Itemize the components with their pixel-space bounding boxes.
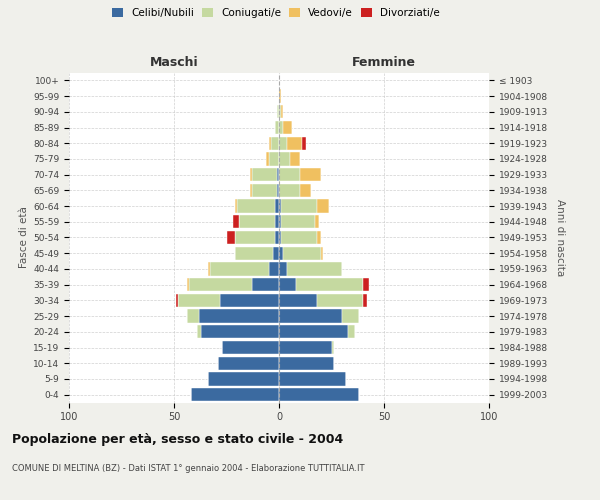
Bar xyxy=(279,90,281,103)
Bar xyxy=(272,246,279,260)
Bar xyxy=(237,200,275,213)
Bar xyxy=(279,294,317,307)
Bar xyxy=(178,294,220,307)
Bar xyxy=(314,215,319,228)
Bar xyxy=(275,215,279,228)
Bar xyxy=(277,168,279,181)
Bar xyxy=(317,200,329,213)
Bar xyxy=(199,310,279,323)
Bar xyxy=(271,136,279,150)
Bar xyxy=(283,121,292,134)
Bar xyxy=(279,325,348,338)
Bar xyxy=(279,200,281,213)
Bar xyxy=(235,200,237,213)
Bar xyxy=(202,325,279,338)
Bar xyxy=(220,294,279,307)
Bar xyxy=(281,200,317,213)
Bar xyxy=(317,294,363,307)
Bar xyxy=(279,310,342,323)
Bar xyxy=(342,310,359,323)
Bar xyxy=(269,136,271,150)
Text: COMUNE DI MELTINA (BZ) - Dati ISTAT 1° gennaio 2004 - Elaborazione TUTTITALIA.IT: COMUNE DI MELTINA (BZ) - Dati ISTAT 1° g… xyxy=(12,464,365,473)
Bar xyxy=(287,136,302,150)
Bar xyxy=(235,231,275,244)
Bar xyxy=(187,278,189,291)
Bar xyxy=(331,341,334,354)
Bar xyxy=(279,105,281,118)
Bar xyxy=(227,231,235,244)
Bar xyxy=(302,136,307,150)
Bar xyxy=(279,341,331,354)
Bar xyxy=(208,372,279,386)
Bar xyxy=(277,184,279,197)
Y-axis label: Anni di nascita: Anni di nascita xyxy=(554,199,565,276)
Bar xyxy=(197,325,202,338)
Bar xyxy=(279,278,296,291)
Bar xyxy=(235,246,272,260)
Bar xyxy=(281,105,283,118)
Bar xyxy=(277,105,279,118)
Bar xyxy=(250,184,252,197)
Bar xyxy=(290,152,300,166)
Bar xyxy=(275,121,279,134)
Bar xyxy=(279,184,300,197)
Bar xyxy=(279,136,287,150)
Bar xyxy=(188,278,252,291)
Bar xyxy=(208,262,210,276)
Text: Maschi: Maschi xyxy=(149,56,199,70)
Bar xyxy=(252,184,277,197)
Bar xyxy=(287,262,342,276)
Bar xyxy=(191,388,279,402)
Bar xyxy=(279,388,359,402)
Bar xyxy=(279,246,283,260)
Text: Femmine: Femmine xyxy=(352,56,416,70)
Bar xyxy=(275,200,279,213)
Bar xyxy=(300,184,311,197)
Bar xyxy=(281,231,317,244)
Bar xyxy=(279,262,287,276)
Legend: Celibi/Nubili, Coniugati/e, Vedovi/e, Divorziati/e: Celibi/Nubili, Coniugati/e, Vedovi/e, Di… xyxy=(109,5,443,21)
Bar xyxy=(266,152,269,166)
Y-axis label: Fasce di età: Fasce di età xyxy=(19,206,29,268)
Bar xyxy=(275,231,279,244)
Bar xyxy=(348,325,355,338)
Text: Popolazione per età, sesso e stato civile - 2004: Popolazione per età, sesso e stato civil… xyxy=(12,432,343,446)
Bar xyxy=(279,168,300,181)
Bar xyxy=(252,168,277,181)
Bar xyxy=(269,262,279,276)
Bar xyxy=(296,278,363,291)
Bar xyxy=(281,215,315,228)
Bar xyxy=(176,294,178,307)
Bar xyxy=(363,278,370,291)
Bar xyxy=(223,341,279,354)
Bar xyxy=(269,152,279,166)
Bar xyxy=(279,215,281,228)
Bar xyxy=(317,231,321,244)
Bar xyxy=(300,168,321,181)
Bar xyxy=(279,231,281,244)
Bar xyxy=(252,278,279,291)
Bar xyxy=(187,310,199,323)
Bar xyxy=(279,152,290,166)
Bar xyxy=(283,246,321,260)
Bar xyxy=(279,121,283,134)
Bar xyxy=(210,262,269,276)
Bar xyxy=(321,246,323,260)
Bar xyxy=(239,215,275,228)
Bar xyxy=(218,356,279,370)
Bar xyxy=(279,372,346,386)
Bar xyxy=(279,356,334,370)
Bar xyxy=(250,168,252,181)
Bar xyxy=(233,215,239,228)
Bar xyxy=(363,294,367,307)
